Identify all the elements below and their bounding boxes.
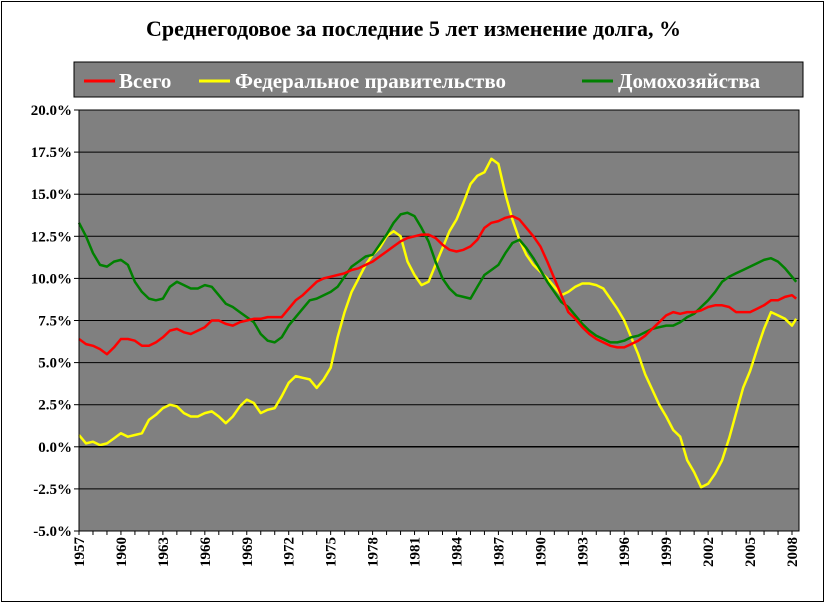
- x-axis-ticks: 1957 1960 1963 1966 1969 1972 1975 1978 1981 1984…: [72, 531, 801, 567]
- x-tick-label: 1972: [282, 537, 298, 567]
- y-tick-label: 5.0%: [38, 356, 72, 372]
- chart-title: Среднегодовое за последние 5 лет изменен…: [146, 16, 681, 41]
- x-tick-label: 1969: [240, 537, 256, 567]
- x-tick-label: 1981: [408, 537, 424, 567]
- legend-label-federal: Федеральное правительство: [235, 69, 506, 93]
- y-tick-label: 15.0%: [31, 187, 72, 203]
- y-tick-label: 10.0%: [31, 271, 72, 287]
- x-tick-label: 1975: [324, 537, 340, 567]
- legend-label-total: Всего: [119, 69, 171, 93]
- y-tick-label: 20.0%: [31, 103, 72, 119]
- legend-label-households: Домохозяйства: [618, 69, 761, 93]
- series-line-total: [78, 214, 797, 356]
- y-axis-ticks: -5.0% -2.5% 0.0% 2.5% 5.0% 7.5% 10.0% 12.5% 15.0…: [31, 103, 79, 540]
- x-tick-label: 2005: [743, 537, 759, 567]
- series-line-federal: [78, 157, 798, 489]
- x-tick-label: 1993: [575, 537, 591, 567]
- y-tick-label: 0.0%: [38, 440, 72, 456]
- x-tick-label: 2008: [785, 537, 801, 567]
- legend-box: [73, 61, 804, 98]
- x-tick-label: 1966: [198, 537, 214, 568]
- series-layer: [77, 157, 798, 489]
- x-tick-label: 1963: [156, 537, 172, 567]
- x-tick-label: 1987: [491, 537, 507, 568]
- x-tick-label: 1999: [659, 537, 675, 567]
- x-tick-label: 2002: [701, 537, 717, 567]
- y-tick-label: 17.5%: [31, 145, 72, 161]
- series-line-households: [77, 211, 798, 344]
- y-tick-label: 12.5%: [31, 229, 72, 245]
- x-tick-label: 1990: [533, 537, 549, 567]
- chart-legend: Всего Федеральное правительство Домохозя…: [73, 61, 804, 98]
- x-tick-label: 1984: [449, 537, 465, 568]
- x-tick-label: 1978: [366, 537, 382, 567]
- x-tick-label: 1996: [617, 537, 633, 568]
- y-tick-label: 7.5%: [38, 314, 72, 330]
- y-tick-label: -2.5%: [33, 482, 72, 498]
- y-tick-label: 2.5%: [38, 398, 72, 414]
- x-tick-label: 1960: [114, 537, 130, 567]
- x-tick-label: 1957: [72, 537, 88, 568]
- y-tick-label: -5.0%: [33, 524, 72, 540]
